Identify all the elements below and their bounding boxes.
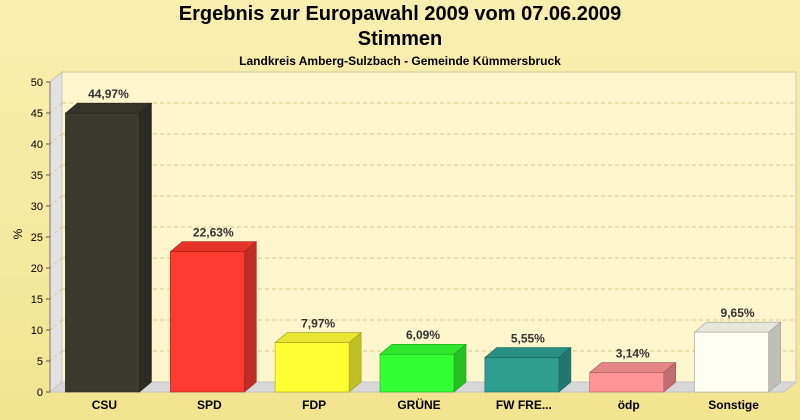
y-tick-label: 50 xyxy=(31,77,43,89)
gridline-side xyxy=(49,350,63,362)
data-label: 22,63% xyxy=(193,226,234,240)
bar xyxy=(379,353,455,393)
data-label: 3,14% xyxy=(616,347,650,361)
bar xyxy=(169,251,245,393)
y-tick-label: 30 xyxy=(31,201,43,213)
gridline-side xyxy=(49,288,63,300)
y-tick-label: 40 xyxy=(31,139,43,151)
x-tick-label: Sonstige xyxy=(708,398,759,412)
data-label: 6,09% xyxy=(406,328,440,342)
x-tick-label: CSU xyxy=(92,398,117,412)
bar-top xyxy=(693,321,782,333)
y-tick-label: 25 xyxy=(31,232,43,244)
data-label: 44,97% xyxy=(88,87,129,101)
gridline-side xyxy=(49,319,63,331)
y-tick-label: 10 xyxy=(31,325,43,337)
y-tick-label: 0 xyxy=(37,387,43,399)
x-tick-label: SPD xyxy=(197,398,222,412)
bar-top xyxy=(274,332,362,343)
gridline-side xyxy=(49,133,63,145)
y-tick-label: 35 xyxy=(31,170,43,182)
chart-caption: Landkreis Amberg-Sulzbach - Gemeinde Küm… xyxy=(239,54,561,68)
x-tick-label: GRÜNE xyxy=(397,397,440,412)
bar-top xyxy=(379,343,467,355)
data-label: 9,65% xyxy=(721,306,755,320)
bar xyxy=(274,342,350,393)
gridline-side xyxy=(49,164,63,176)
bar-side xyxy=(348,331,362,393)
x-tick-label: FDP xyxy=(302,398,326,412)
bar xyxy=(589,372,665,393)
y-tick-label: 5 xyxy=(37,356,43,368)
bar-top xyxy=(588,362,677,373)
x-tick-label: FW FRE... xyxy=(496,398,552,412)
bar-side xyxy=(768,321,781,393)
chart-title: Ergebnis zur Europawahl 2009 vom 07.06.2… xyxy=(178,3,622,25)
chart-subtitle: Stimmen xyxy=(357,28,443,50)
y-tick-label: 15 xyxy=(31,294,43,306)
x-tick-label: ödp xyxy=(618,398,640,412)
data-label: 5,55% xyxy=(511,332,545,346)
gridline-side xyxy=(49,71,63,83)
bar-side xyxy=(139,102,152,393)
bar xyxy=(484,357,560,393)
gridline-side xyxy=(49,257,63,269)
bar-top xyxy=(169,241,258,252)
y-tick-label: 45 xyxy=(31,108,43,120)
data-label: 7,97% xyxy=(301,317,335,331)
gridline-side xyxy=(49,226,63,238)
bar-top xyxy=(64,102,153,114)
bar xyxy=(65,112,140,393)
bar-top xyxy=(484,347,572,358)
y-axis-label: % xyxy=(11,228,25,239)
bar xyxy=(694,331,769,393)
y-tick-label: 20 xyxy=(31,263,43,275)
gridline-side xyxy=(49,195,63,207)
gridline-side xyxy=(49,102,63,114)
bar-side xyxy=(243,241,257,393)
